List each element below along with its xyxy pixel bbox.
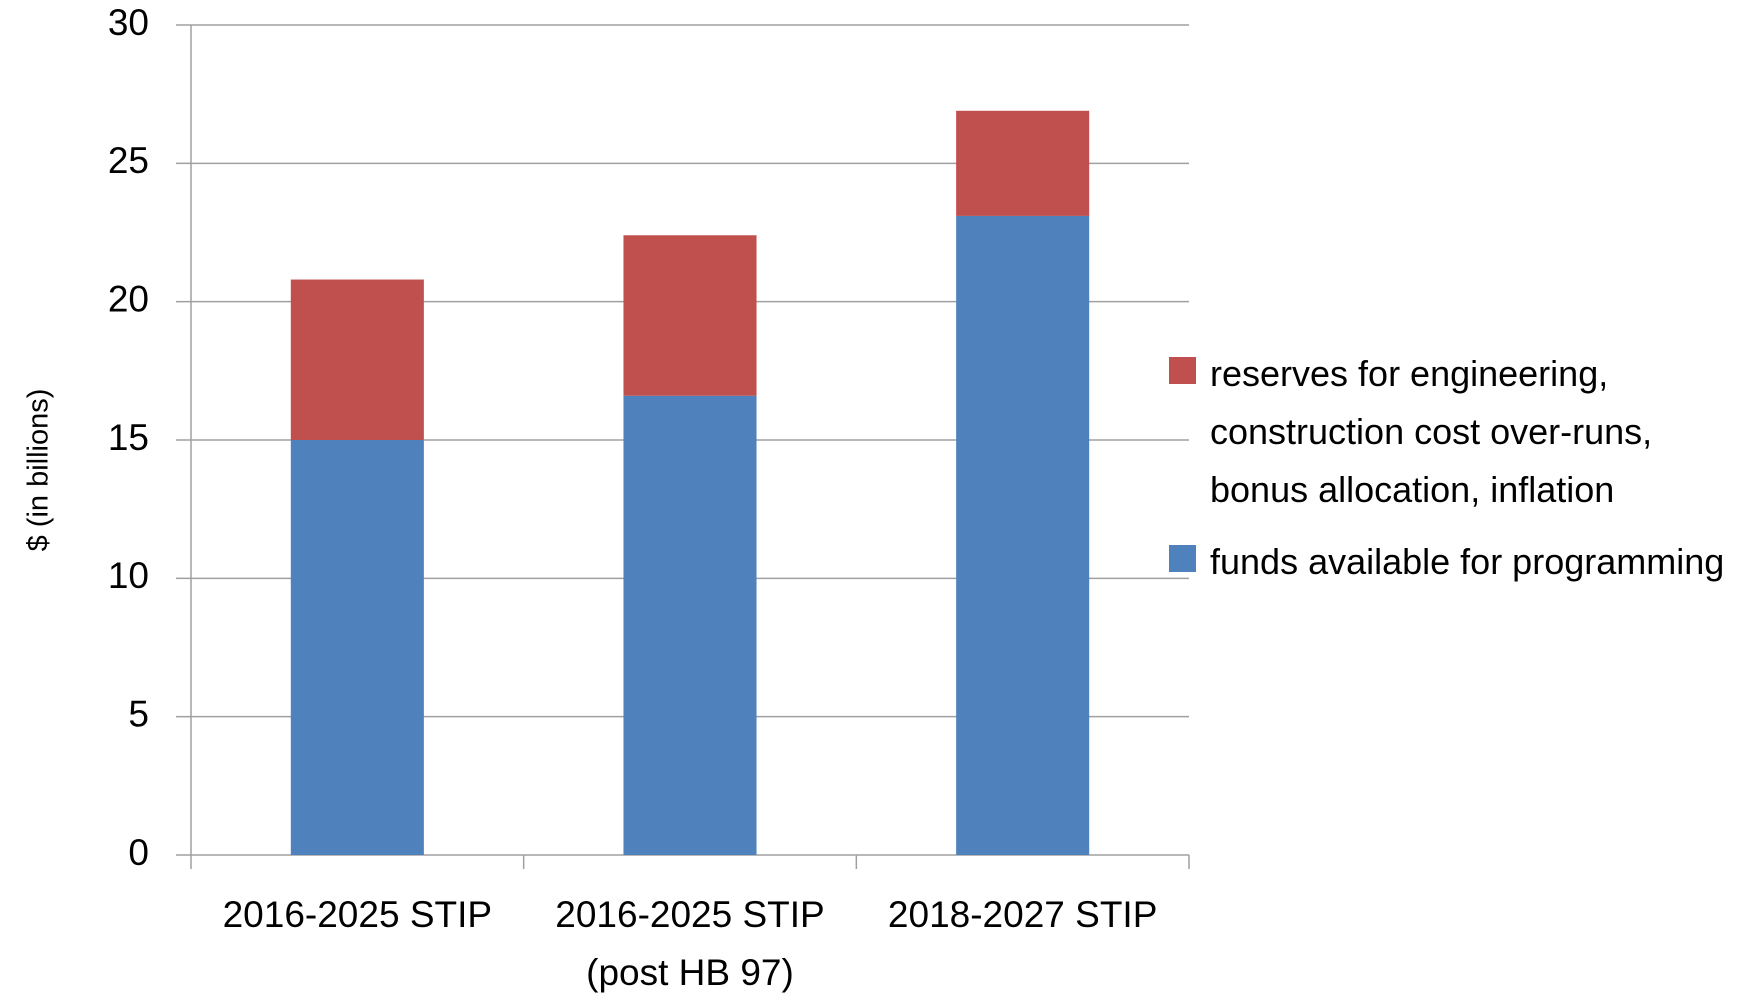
- bar-segment: [956, 110, 1090, 216]
- y-tick-label: 30: [108, 2, 149, 43]
- legend-item: reserves for engineering, construction c…: [1169, 345, 1754, 519]
- legend-label: reserves for engineering, construction c…: [1210, 353, 1653, 510]
- x-tick-label: 2018-2027 STIP: [888, 894, 1157, 935]
- legend-swatch: [1169, 545, 1196, 572]
- bar-segment: [623, 235, 757, 396]
- y-tick-label: 0: [128, 832, 149, 873]
- bar-segment: [956, 215, 1090, 855]
- x-tick-label: 2016-2025 STIP (post HB 97): [555, 894, 824, 993]
- legend-swatch: [1169, 357, 1196, 384]
- legend: reserves for engineering, construction c…: [1169, 345, 1754, 605]
- y-tick-label: 20: [108, 278, 149, 319]
- bar-segment: [290, 279, 424, 440]
- legend-label: funds available for programming: [1210, 541, 1725, 582]
- y-tick-label: 10: [108, 555, 149, 596]
- x-tick-label: 2016-2025 STIP: [223, 894, 492, 935]
- bar-segment: [290, 440, 424, 855]
- y-axis-label: $ (in billions): [23, 389, 55, 552]
- bar-segment: [623, 395, 757, 855]
- legend-item: funds available for programming: [1169, 533, 1754, 591]
- y-tick-label: 5: [128, 693, 149, 734]
- y-tick-label: 25: [108, 140, 149, 181]
- y-tick-label: 15: [108, 417, 149, 458]
